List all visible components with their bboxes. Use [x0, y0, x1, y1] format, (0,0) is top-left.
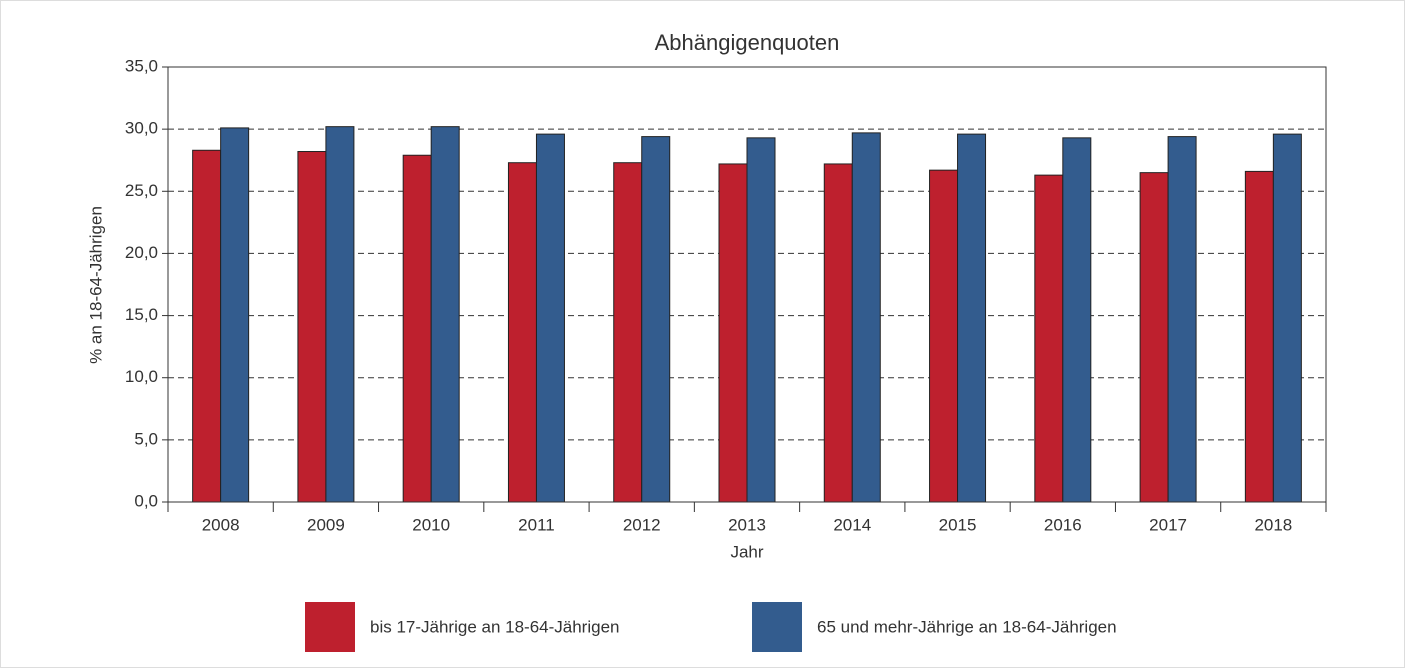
y-axis-label: % an 18-64-Jährigen — [86, 206, 105, 364]
x-tick-label: 2013 — [728, 515, 766, 534]
x-axis-label: Jahr — [730, 542, 763, 561]
x-tick-label: 2016 — [1044, 515, 1082, 534]
x-tick-label: 2011 — [518, 515, 555, 534]
legend-swatch — [752, 602, 802, 652]
bar — [746, 137, 776, 503]
x-tick-label: 2014 — [833, 515, 871, 534]
bar — [1167, 136, 1197, 503]
y-tick-label: 25,0 — [125, 181, 158, 200]
bar — [402, 154, 432, 503]
y-tick-label: 15,0 — [125, 305, 158, 324]
bar — [535, 133, 565, 503]
y-tick-label: 20,0 — [125, 243, 158, 262]
x-tick-label: 2009 — [307, 515, 345, 534]
bar — [220, 127, 250, 503]
x-tick-label: 2015 — [939, 515, 977, 534]
bar — [957, 133, 987, 503]
y-tick-label: 10,0 — [125, 367, 158, 386]
legend-swatch — [305, 602, 355, 652]
y-tick-label: 30,0 — [125, 119, 158, 138]
chart-title: Abhängigenquoten — [655, 30, 840, 55]
bar — [507, 162, 537, 503]
bar — [823, 163, 853, 503]
bar — [641, 136, 671, 503]
y-tick-label: 5,0 — [134, 429, 158, 448]
legend-label: bis 17-Jährige an 18-64-Jährigen — [370, 617, 620, 636]
x-tick-label: 2018 — [1254, 515, 1292, 534]
x-tick-label: 2010 — [412, 515, 450, 534]
bar — [1139, 172, 1169, 503]
y-tick-label: 35,0 — [125, 56, 158, 75]
y-tick-label: 0,0 — [134, 491, 158, 510]
x-tick-label: 2008 — [202, 515, 240, 534]
bar — [718, 163, 748, 503]
bar — [1244, 170, 1274, 503]
x-tick-label: 2017 — [1149, 515, 1187, 534]
bar — [851, 132, 881, 503]
bar — [929, 169, 959, 503]
bar — [297, 151, 327, 503]
bar — [430, 126, 460, 503]
legend-label: 65 und mehr-Jährige an 18-64-Jährigen — [817, 617, 1117, 636]
bar — [613, 162, 643, 503]
bar — [192, 149, 222, 503]
bar — [1034, 174, 1064, 503]
plot-frame — [167, 66, 1327, 503]
x-tick-label: 2012 — [623, 515, 661, 534]
bar — [1062, 137, 1092, 503]
bar — [325, 126, 355, 503]
bar — [1272, 133, 1302, 503]
